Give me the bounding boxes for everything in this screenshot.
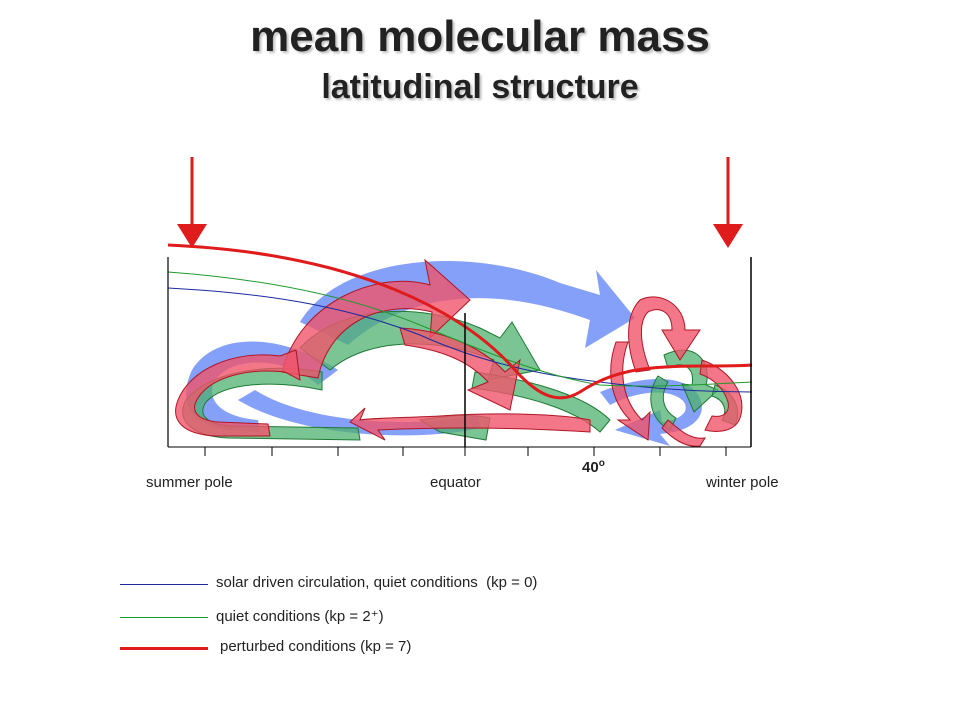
- equator-label: equator: [430, 474, 481, 491]
- legend-text-kp2: quiet conditions (kp = 2⁺): [216, 608, 384, 625]
- latitude-40-label: 40o: [582, 458, 605, 476]
- legend-text-kp7: perturbed conditions (kp = 7): [220, 638, 412, 655]
- axis-ticks: [204, 447, 727, 456]
- red-circulation-arrows: [175, 258, 743, 447]
- page-subtitle: latitudinal structure: [321, 68, 639, 106]
- summer-pole-label: summer pole: [146, 474, 233, 491]
- legend-text-kp0: solar driven circulation, quiet conditio…: [216, 574, 538, 591]
- blue-profile-line: [167, 287, 753, 393]
- green-profile-line: [167, 271, 753, 387]
- legend-swatch-red-line: [120, 647, 208, 650]
- legend-swatch-blue-line: [120, 584, 208, 585]
- red-profile-line: [167, 243, 753, 400]
- winter-pole-label: winter pole: [705, 474, 779, 491]
- legend-swatch-green-line: [120, 617, 208, 618]
- page-title: mean molecular mass: [250, 12, 710, 61]
